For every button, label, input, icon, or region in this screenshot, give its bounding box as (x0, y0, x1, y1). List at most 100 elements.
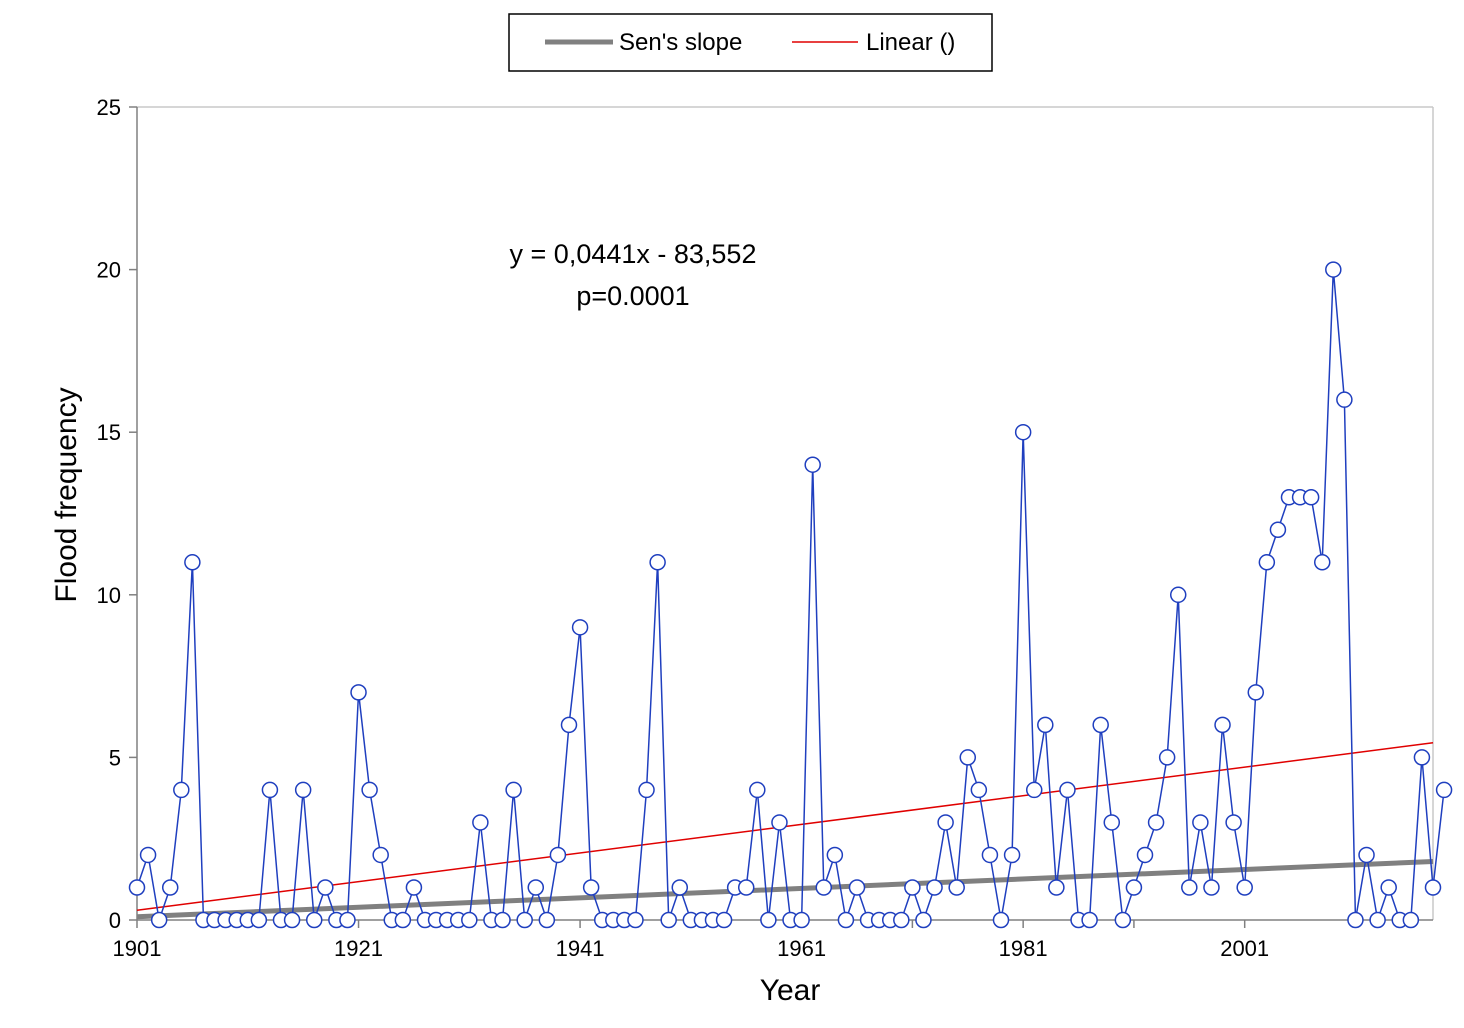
data-point (848, 879, 866, 896)
data-point (1169, 586, 1187, 604)
data-point (1247, 684, 1265, 701)
data-point (1136, 846, 1154, 864)
x-tick-label: 1981 (999, 936, 1048, 961)
data-point (1203, 879, 1220, 896)
x-tick-label: 1941 (556, 936, 605, 961)
data-point (1125, 879, 1143, 896)
data-point (1347, 911, 1364, 929)
data-point (1092, 716, 1109, 734)
data-point (1025, 781, 1043, 799)
data-point (1158, 749, 1176, 766)
data-point (671, 879, 689, 896)
data-point (350, 684, 367, 701)
data-point (1402, 911, 1420, 929)
data-point (1225, 814, 1242, 831)
flood-series (128, 261, 1453, 929)
y-tick-label: 25 (97, 95, 121, 120)
data-point (1103, 814, 1121, 831)
regression-equation: y = 0,0441x - 83,552 (510, 239, 757, 269)
data-point (749, 781, 766, 799)
data-point (649, 554, 666, 571)
data-point (926, 879, 943, 896)
data-point (660, 911, 677, 929)
data-point (1369, 911, 1386, 929)
data-point (893, 911, 910, 929)
y-axis-ticks: 0 5 10 15 20 25 (97, 95, 137, 933)
data-point (305, 911, 323, 929)
data-point (638, 781, 655, 799)
data-point (1114, 911, 1132, 929)
data-point (1269, 521, 1287, 539)
data-point (405, 879, 423, 896)
data-point (1302, 488, 1320, 506)
y-axis-title: Flood frequency (50, 387, 83, 602)
data-point (128, 879, 146, 896)
data-point (1424, 879, 1442, 896)
data-point (339, 911, 356, 929)
data-point (361, 781, 378, 799)
data-point (1380, 879, 1397, 896)
data-point (627, 911, 644, 929)
legend: Sen's slope Linear () (508, 13, 993, 72)
data-point (1181, 879, 1198, 896)
data-point (372, 846, 389, 864)
data-point (1358, 846, 1375, 864)
data-point (1214, 716, 1231, 734)
data-point (261, 781, 279, 799)
data-point (560, 716, 578, 734)
data-point (1014, 423, 1032, 441)
data-point (250, 911, 268, 929)
data-point (937, 814, 954, 831)
y-tick-label: 5 (109, 745, 121, 770)
data-point (472, 814, 489, 831)
y-tick-label: 20 (97, 258, 121, 283)
data-point (516, 911, 533, 929)
y-tick-label: 15 (97, 420, 121, 445)
data-point (549, 846, 567, 864)
data-point (461, 911, 478, 929)
x-axis-ticks: 1901 1921 1941 1961 1981 2001 (113, 920, 1357, 961)
data-point (771, 814, 788, 831)
x-tick-label: 1961 (777, 936, 826, 961)
data-point (904, 879, 921, 896)
data-point (804, 456, 821, 473)
data-point (582, 879, 600, 896)
data-point (1147, 814, 1165, 831)
y-tick-label: 0 (109, 908, 121, 933)
data-point (1336, 391, 1353, 408)
data-point (970, 781, 988, 799)
data-point (1081, 911, 1098, 929)
data-point (150, 911, 168, 929)
data-point (1192, 814, 1209, 831)
data-point (715, 911, 733, 929)
sens-slope-trend-line (136, 858, 1434, 920)
data-point (948, 879, 965, 896)
data-point (538, 911, 556, 929)
data-point (1048, 879, 1065, 896)
data-point (959, 749, 977, 766)
data-point (494, 911, 511, 929)
data-point (992, 911, 1010, 929)
data-point (1037, 716, 1054, 734)
data-point (527, 879, 545, 896)
data-point (1003, 846, 1021, 864)
flood-series-line (136, 269, 1445, 923)
data-point (1325, 261, 1342, 278)
data-point (1236, 879, 1253, 896)
data-point (571, 619, 589, 636)
data-point (505, 781, 522, 799)
data-point (317, 879, 334, 896)
x-tick-label: 1921 (334, 936, 383, 961)
data-point (1258, 554, 1276, 571)
data-point (139, 846, 157, 864)
x-tick-label: 1901 (113, 936, 162, 961)
legend-label-linear: Linear () (866, 29, 955, 56)
p-value: p=0.0001 (576, 281, 689, 311)
data-point (283, 911, 301, 929)
data-point (1435, 781, 1453, 799)
data-point (981, 846, 999, 864)
data-point (737, 879, 755, 896)
data-point (837, 911, 855, 929)
data-point (173, 781, 190, 799)
